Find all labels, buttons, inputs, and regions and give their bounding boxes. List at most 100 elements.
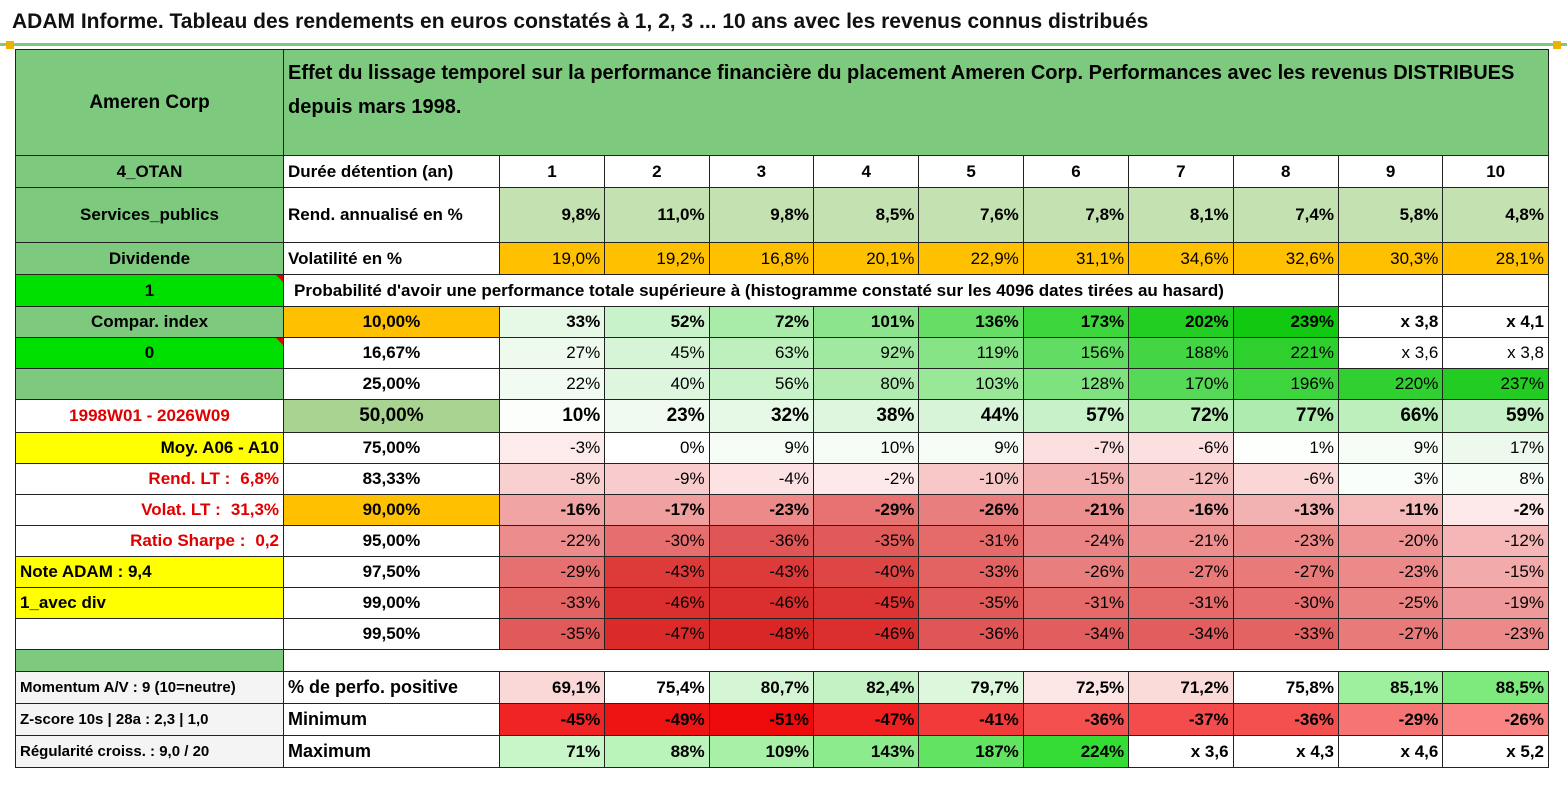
probability-cell: 128% bbox=[1022, 368, 1130, 400]
probability-cell: 221% bbox=[1232, 337, 1339, 369]
stats-indicator: Régularité croiss. : 9,0 / 20 bbox=[14, 735, 285, 768]
stats-indicator: Momentum A/V : 9 (10=neutre) bbox=[14, 671, 285, 704]
side-indicator: 0 bbox=[14, 337, 285, 369]
probability-cell: -15% bbox=[1022, 463, 1130, 495]
threshold-level: 25,00% bbox=[283, 368, 500, 400]
annual-return-cell: 7,6% bbox=[918, 187, 1024, 243]
threshold-level: 90,00% bbox=[283, 494, 500, 526]
stats-cell: -36% bbox=[1232, 703, 1339, 736]
probability-cell: 92% bbox=[812, 337, 920, 369]
stats-cell: x 4,3 bbox=[1232, 735, 1339, 768]
probability-cell: -12% bbox=[1442, 525, 1549, 557]
indicator-value: 31,3% bbox=[230, 500, 280, 519]
probability-cell: -35% bbox=[812, 525, 920, 557]
probability-cell: -34% bbox=[1128, 618, 1234, 650]
probability-cell: 56% bbox=[708, 368, 815, 400]
probability-cell: -6% bbox=[1232, 463, 1339, 495]
probability-cell: -29% bbox=[812, 494, 920, 526]
probability-cell: -24% bbox=[1022, 525, 1130, 557]
probability-cell: -15% bbox=[1442, 556, 1549, 588]
side-indicator: Moy. A06 - A10 bbox=[14, 432, 285, 464]
stats-cell: 79,7% bbox=[918, 671, 1024, 704]
probability-cell: -48% bbox=[708, 618, 815, 650]
threshold-level: 83,33% bbox=[283, 463, 500, 495]
volatility-cell: 20,1% bbox=[812, 242, 920, 275]
probability-cell: 44% bbox=[918, 399, 1024, 433]
stats-cell: -51% bbox=[708, 703, 815, 736]
cell-marker bbox=[1553, 41, 1561, 49]
probability-cell: 239% bbox=[1232, 306, 1339, 338]
probability-cell: 40% bbox=[604, 368, 710, 400]
header-row: Ameren Corp Effet du lissage temporel su… bbox=[14, 49, 1549, 156]
side-indicator: Rend. LT : 6,8% bbox=[14, 463, 285, 495]
company-name: Ameren Corp bbox=[14, 49, 285, 156]
years-row: 4_OTAN Durée détention (an) 1 2 3 4 5 6 7 8 9 10 bbox=[14, 155, 1549, 188]
year-header: 9 bbox=[1337, 155, 1444, 188]
stats-cell: 187% bbox=[918, 735, 1024, 768]
probability-cell: -47% bbox=[604, 618, 710, 650]
row-label: Maximum bbox=[283, 735, 500, 768]
empty-cell bbox=[1442, 274, 1549, 307]
stats-cell: x 5,2 bbox=[1442, 735, 1549, 768]
probability-cell: -9% bbox=[604, 463, 710, 495]
side-indicator bbox=[14, 618, 285, 650]
threshold-level: 99,50% bbox=[283, 618, 500, 650]
indicator-label: Rend. LT : bbox=[148, 469, 231, 488]
spacer-cell bbox=[283, 649, 1549, 672]
probability-cell: 77% bbox=[1232, 399, 1339, 433]
spacer-cell bbox=[14, 649, 285, 672]
stats-cell: 80,7% bbox=[708, 671, 815, 704]
threshold-level: 75,00% bbox=[283, 432, 500, 464]
sector-label: Services_publics bbox=[14, 187, 285, 243]
probability-cell: 52% bbox=[604, 306, 710, 338]
probability-row: Note ADAM : 9,4 97,50% -29% -43% -43% -40% -33… bbox=[14, 556, 1549, 588]
probability-cell: 72% bbox=[1128, 399, 1234, 433]
probability-cell: 101% bbox=[812, 306, 920, 338]
annual-return-cell: 4,8% bbox=[1442, 187, 1549, 243]
year-header: 10 bbox=[1442, 155, 1549, 188]
probability-cell: -13% bbox=[1232, 494, 1339, 526]
probability-cell: 1% bbox=[1232, 432, 1339, 464]
probability-cell: -33% bbox=[498, 587, 606, 619]
performance-table: Ameren Corp Effet du lissage temporel su… bbox=[14, 49, 1549, 768]
stats-cell: 143% bbox=[812, 735, 920, 768]
probability-cell: -27% bbox=[1128, 556, 1234, 588]
probability-cell: -46% bbox=[708, 587, 815, 619]
probability-cell: -36% bbox=[708, 525, 815, 557]
side-indicator: Compar. index bbox=[14, 306, 285, 338]
annual-return-cell: 9,8% bbox=[498, 187, 606, 243]
volatility-cell: 19,2% bbox=[604, 242, 710, 275]
stats-cell: 69,1% bbox=[498, 671, 606, 704]
probability-cell: -45% bbox=[812, 587, 920, 619]
stats-indicator: Z-score 10s | 28a : 2,3 | 1,0 bbox=[14, 703, 285, 736]
spreadsheet-frame: Ameren Corp Effet du lissage temporel su… bbox=[14, 49, 1552, 781]
probability-cell: 10% bbox=[498, 399, 606, 433]
threshold-level: 97,50% bbox=[283, 556, 500, 588]
volatility-cell: 31,1% bbox=[1022, 242, 1130, 275]
cell-marker bbox=[6, 41, 14, 49]
annual-return-cell: 8,1% bbox=[1128, 187, 1234, 243]
stats-cell: 75,4% bbox=[604, 671, 710, 704]
stats-cell: 224% bbox=[1022, 735, 1130, 768]
probability-cell: -26% bbox=[1022, 556, 1130, 588]
stats-cell: -45% bbox=[498, 703, 606, 736]
empty-cell bbox=[1337, 274, 1444, 307]
probability-cell: -46% bbox=[604, 587, 710, 619]
annual-return-cell: 11,0% bbox=[604, 187, 710, 243]
stats-cell: 85,1% bbox=[1337, 671, 1444, 704]
side-indicator: Volat. LT : 31,3% bbox=[14, 494, 285, 526]
indicator-label: Volat. LT : bbox=[141, 500, 221, 519]
probability-cell: 0% bbox=[604, 432, 710, 464]
probability-cell: -40% bbox=[812, 556, 920, 588]
threshold-level: 10,00% bbox=[283, 306, 500, 338]
probability-cell: 196% bbox=[1232, 368, 1339, 400]
row-label: Minimum bbox=[283, 703, 500, 736]
stats-cell: -36% bbox=[1022, 703, 1130, 736]
probability-cell: 220% bbox=[1337, 368, 1444, 400]
side-indicator: Note ADAM : 9,4 bbox=[14, 556, 285, 588]
stats-cell: 71,2% bbox=[1128, 671, 1234, 704]
probability-cell: 8% bbox=[1442, 463, 1549, 495]
probability-cell: 188% bbox=[1128, 337, 1234, 369]
probability-cell: -25% bbox=[1337, 587, 1444, 619]
probability-cell: -30% bbox=[604, 525, 710, 557]
